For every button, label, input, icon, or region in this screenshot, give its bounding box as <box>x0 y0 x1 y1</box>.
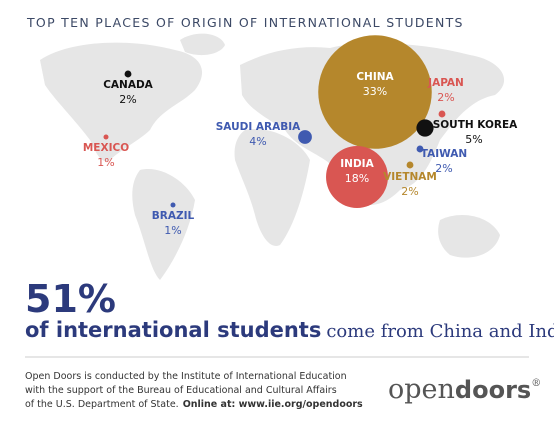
value-label: 1% <box>164 224 181 237</box>
headline-bold: of international students <box>25 318 321 342</box>
logo: opendoors® <box>388 374 541 405</box>
country-label: CANADA <box>103 79 153 91</box>
bubble <box>170 202 176 208</box>
bubble <box>438 110 446 118</box>
bubble <box>318 35 432 149</box>
logo-bold: doors <box>455 376 531 404</box>
country-label: VIETNAM <box>383 171 437 183</box>
value-label: 1% <box>97 156 114 169</box>
logo-mark: ® <box>531 378 541 389</box>
headline-text: of international students come from China… <box>25 318 554 342</box>
footer-line: with the support of the Bureau of Educat… <box>25 385 337 396</box>
value-label: 18% <box>345 172 369 185</box>
footer-line-text: of the U.S. Department of State. <box>25 399 179 410</box>
value-label: 4% <box>249 135 266 148</box>
bubble <box>124 70 132 78</box>
country-label: SAUDI ARABIA <box>216 121 301 133</box>
country-label: BRAZIL <box>152 210 195 222</box>
footer-link: Online at: www.iie.org/opendoors <box>183 399 363 410</box>
headline-rest: come from China and India. <box>326 321 554 342</box>
footer-line: Open Doors is conducted by the Institute… <box>25 371 347 382</box>
bubble <box>298 130 312 144</box>
value-label: 2% <box>401 185 418 198</box>
country-label: JAPAN <box>427 77 464 89</box>
country-label: INDIA <box>340 158 374 170</box>
chart-title: TOP TEN PLACES OF ORIGIN OF INTERNATIONA… <box>26 15 464 30</box>
value-label: 2% <box>119 93 136 106</box>
value-label: 5% <box>465 133 482 146</box>
logo-light: open <box>388 374 455 405</box>
country-label: MEXICO <box>83 142 129 154</box>
bubble <box>416 145 424 153</box>
bubble <box>416 119 434 137</box>
footer-line: of the U.S. Department of State. Online a… <box>25 399 363 410</box>
bubble <box>326 146 388 208</box>
value-label: 33% <box>363 85 387 98</box>
bubble <box>406 161 414 169</box>
country-label: SOUTH KOREA <box>433 119 518 131</box>
country-label: TAIWAN <box>421 148 467 160</box>
value-label: 2% <box>437 91 454 104</box>
value-label: 2% <box>435 162 452 175</box>
bubble <box>103 134 109 140</box>
country-label: CHINA <box>356 71 394 83</box>
headline-value: 51% <box>25 277 116 321</box>
